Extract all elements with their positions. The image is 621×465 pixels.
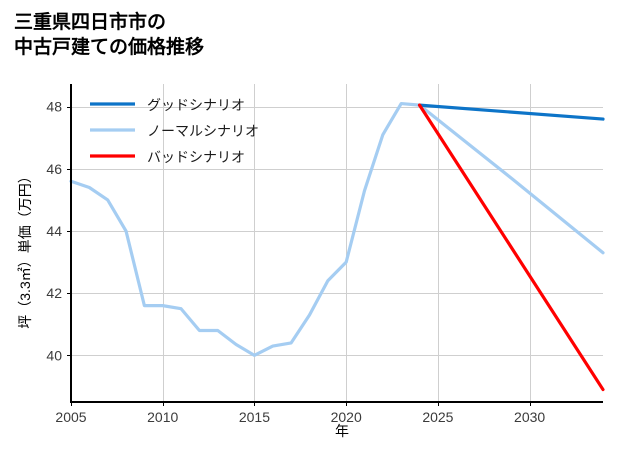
x-tick-labels: 2005 2010 2015 2020 2025 2030 [55,409,545,425]
x-tick-label: 2020 [331,409,362,425]
x-tick-label: 2010 [147,409,178,425]
x-tick-label: 2030 [514,409,545,425]
series-lines [69,101,605,392]
axis-ticks [67,106,532,406]
y-tick-label: 46 [46,161,62,177]
x-tick-label: 2025 [422,409,453,425]
x-axis-title: 年 [335,423,349,439]
series-line-1 [417,103,605,121]
y-tick-label: 44 [46,223,62,239]
x-tick-label: 2005 [55,409,86,425]
gridlines [71,84,603,402]
legend-label-2: ノーマルシナリオ [147,123,259,139]
series-line-2 [69,101,605,357]
legend-label-3: バッドシナリオ [147,149,245,165]
series-line-3 [417,103,605,392]
y-tick-labels: 40 42 44 46 48 [46,99,62,364]
x-tick-label: 2015 [239,409,270,425]
axis-spines [69,84,603,404]
chart-title: 三重県四日市市の 中古戸建ての価格推移 [14,12,205,58]
y-tick-label: 40 [46,347,62,363]
legend-label-1: グッドシナリオ [147,97,245,113]
y-tick-label: 48 [46,99,62,115]
y-axis-title: 坪（3.3㎡）単価（万円） [17,169,33,328]
y-tick-label: 42 [46,285,62,301]
